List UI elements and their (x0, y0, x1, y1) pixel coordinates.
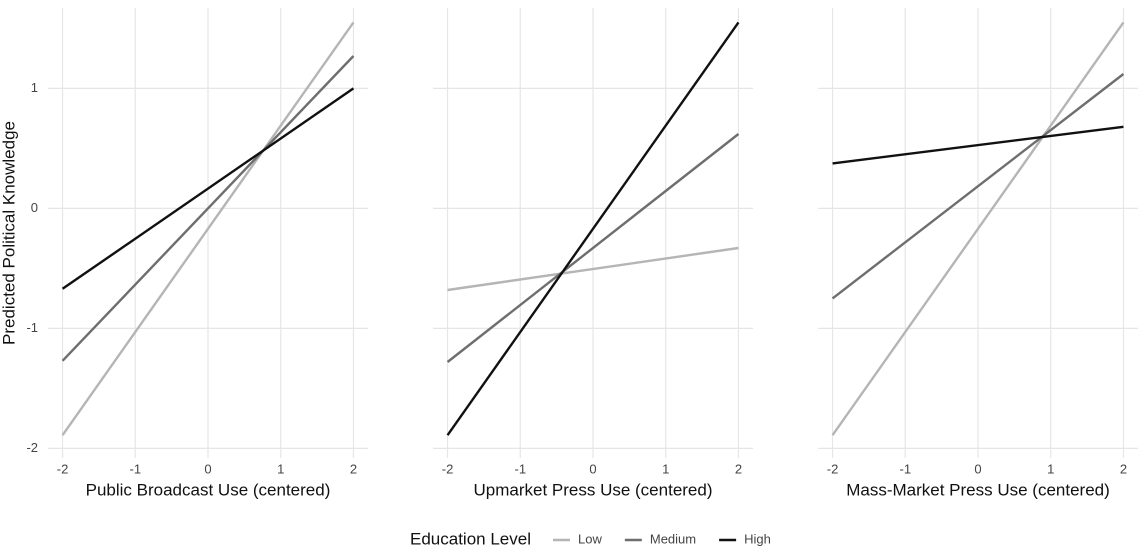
x-tick-label: -2 (442, 461, 454, 476)
x-tick-label: 1 (277, 461, 284, 476)
x-axis-label: Upmarket Press Use (centered) (473, 480, 712, 499)
line (831, 21, 1125, 436)
x-tick-label: 0 (204, 461, 211, 476)
x-tick-label: -1 (129, 461, 141, 476)
line (831, 73, 1125, 300)
line (61, 21, 355, 436)
legend-title: Education Level (410, 529, 531, 548)
line (447, 246, 739, 292)
x-tick-label: -2 (57, 461, 69, 476)
x-tick-label: 1 (1047, 461, 1054, 476)
line (446, 21, 740, 436)
x-tick-label: -2 (827, 461, 839, 476)
line (61, 87, 355, 290)
x-axis-label: Public Broadcast Use (centered) (86, 480, 331, 499)
x-tick-label: 2 (350, 461, 357, 476)
y-tick-label: 1 (31, 80, 38, 95)
y-tick-label: -1 (26, 320, 38, 335)
y-tick-label: 0 (31, 200, 38, 215)
x-tick-label: 0 (589, 461, 596, 476)
x-tick-label: -1 (899, 461, 911, 476)
line (446, 133, 740, 363)
x-tick-label: -1 (514, 461, 526, 476)
legend-label: Low (578, 531, 602, 546)
line (61, 55, 355, 362)
line (832, 125, 1124, 165)
x-axis-label: Mass-Market Press Use (centered) (846, 480, 1110, 499)
legend-label: Medium (650, 531, 696, 546)
x-tick-label: 1 (662, 461, 669, 476)
y-axis-label: Predicted Political Knowledge (0, 121, 18, 345)
y-tick-label: -2 (26, 440, 38, 455)
x-tick-label: 2 (735, 461, 742, 476)
legend-label: High (744, 531, 771, 546)
x-tick-label: 2 (1120, 461, 1127, 476)
x-tick-label: 0 (974, 461, 981, 476)
